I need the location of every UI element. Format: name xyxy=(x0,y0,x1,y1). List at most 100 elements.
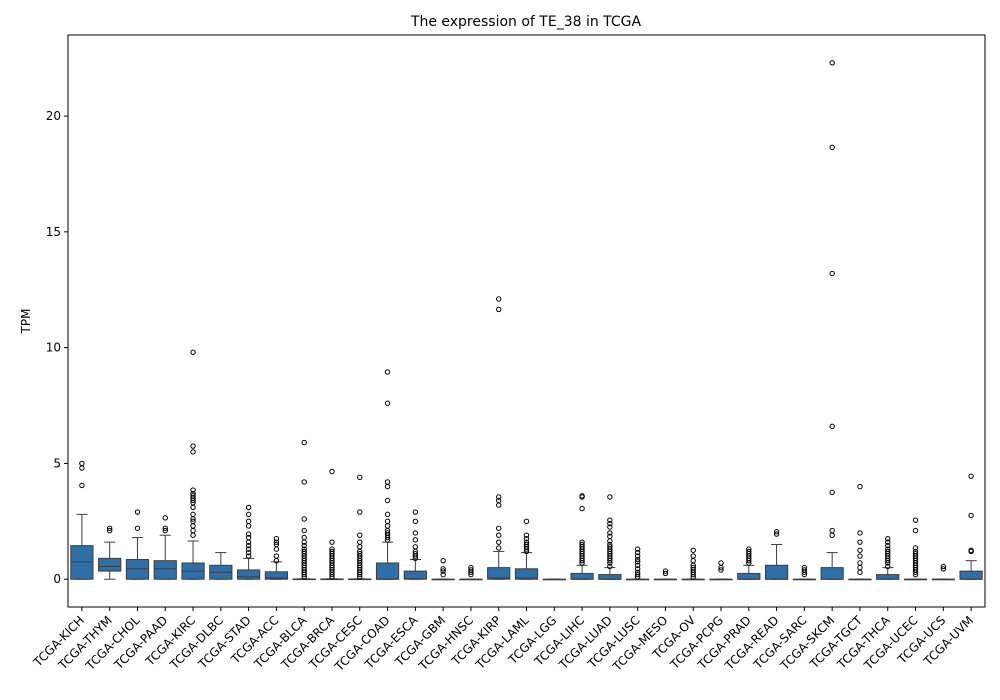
box-group xyxy=(959,473,983,580)
outlier-point xyxy=(190,349,196,355)
outlier-point xyxy=(579,493,585,499)
outlier-point xyxy=(412,509,419,515)
box-group xyxy=(514,518,539,580)
outlier-point xyxy=(607,494,613,500)
box-group xyxy=(320,468,344,581)
outlier-point xyxy=(329,548,335,555)
outlier-point xyxy=(746,548,752,555)
box-group xyxy=(681,547,705,581)
outlier-point xyxy=(384,369,391,375)
outlier-point xyxy=(885,535,891,542)
outlier-point xyxy=(301,439,307,446)
outlier-point xyxy=(440,566,446,572)
outlier-point xyxy=(496,494,502,500)
outlier-point xyxy=(190,449,196,455)
outlier-point xyxy=(384,511,391,518)
outlier-point xyxy=(134,509,141,515)
outlier-point xyxy=(468,564,474,571)
outlier-point xyxy=(857,530,863,536)
box-group xyxy=(292,439,316,581)
outlier-point xyxy=(607,520,613,527)
y-axis-label: TPM xyxy=(19,309,33,335)
outlier-point xyxy=(496,532,502,538)
outlier-point xyxy=(857,569,863,575)
box-group xyxy=(459,564,483,581)
outlier-point xyxy=(885,542,891,549)
outlier-point xyxy=(523,539,530,545)
box-group xyxy=(903,517,928,581)
outlier-point xyxy=(190,490,196,497)
outlier-point xyxy=(301,479,307,485)
outlier-point xyxy=(940,566,947,572)
outlier-point xyxy=(329,539,335,545)
box-group xyxy=(653,568,678,581)
outlier-point xyxy=(801,564,808,571)
outlier-point xyxy=(885,546,891,552)
outlier-point xyxy=(190,493,196,499)
outlier-point xyxy=(912,517,919,523)
outlier-point xyxy=(607,544,613,550)
outlier-point xyxy=(496,539,502,545)
outlier-point xyxy=(384,400,391,406)
outlier-point xyxy=(718,567,724,573)
box-group xyxy=(931,563,955,581)
outlier-point xyxy=(301,527,307,534)
outlier-point xyxy=(301,546,307,552)
outlier-point xyxy=(384,497,391,504)
outlier-point xyxy=(384,518,391,525)
outlier-point xyxy=(634,559,641,565)
outlier-point xyxy=(162,525,168,531)
outlier-point xyxy=(412,537,419,543)
box-group xyxy=(487,296,511,580)
outlier-point xyxy=(968,512,974,519)
outlier-point xyxy=(106,525,113,531)
y-tick-label: 10 xyxy=(46,341,61,355)
outlier-point xyxy=(496,525,502,531)
outlier-point xyxy=(634,556,641,563)
iqr-box xyxy=(70,545,94,580)
outlier-point xyxy=(523,518,530,525)
outlier-point xyxy=(301,516,307,522)
outlier-point xyxy=(329,468,335,475)
outlier-point xyxy=(662,570,669,577)
outlier-point xyxy=(912,551,919,557)
iqr-box xyxy=(570,572,594,580)
outlier-point xyxy=(690,557,696,564)
outlier-point xyxy=(190,523,196,529)
outlier-point xyxy=(245,553,252,559)
outlier-point xyxy=(440,568,446,574)
outlier-point xyxy=(496,502,502,508)
outlier-point xyxy=(384,479,391,485)
outlier-point xyxy=(607,563,613,570)
iqr-box xyxy=(959,570,983,580)
box-group xyxy=(181,349,205,580)
plot-frame xyxy=(67,34,986,608)
outlier-point xyxy=(412,544,419,550)
outlier-point xyxy=(634,562,641,569)
outlier-point xyxy=(301,548,307,555)
outlier-point xyxy=(245,534,252,541)
y-tick-label: 15 xyxy=(46,225,61,239)
outlier-point xyxy=(857,483,863,490)
outlier-point xyxy=(79,465,85,471)
box-group xyxy=(209,552,233,580)
outlier-point xyxy=(579,541,585,548)
outlier-point xyxy=(634,569,641,575)
outlier-point xyxy=(245,549,252,556)
outlier-point xyxy=(690,564,696,571)
iqr-box xyxy=(598,574,622,580)
outlier-point xyxy=(357,509,363,515)
outlier-point xyxy=(579,505,585,512)
box-group xyxy=(348,474,372,581)
iqr-box xyxy=(876,574,900,580)
box-group xyxy=(737,546,761,580)
box-group xyxy=(375,369,400,580)
y-tick-label: 5 xyxy=(53,456,61,470)
iqr-box xyxy=(153,560,177,580)
outlier-point xyxy=(885,563,891,570)
box-group xyxy=(237,504,261,580)
outlier-point xyxy=(162,515,168,521)
outlier-point xyxy=(190,527,196,534)
outlier-point xyxy=(829,144,835,151)
box-group xyxy=(820,60,844,580)
